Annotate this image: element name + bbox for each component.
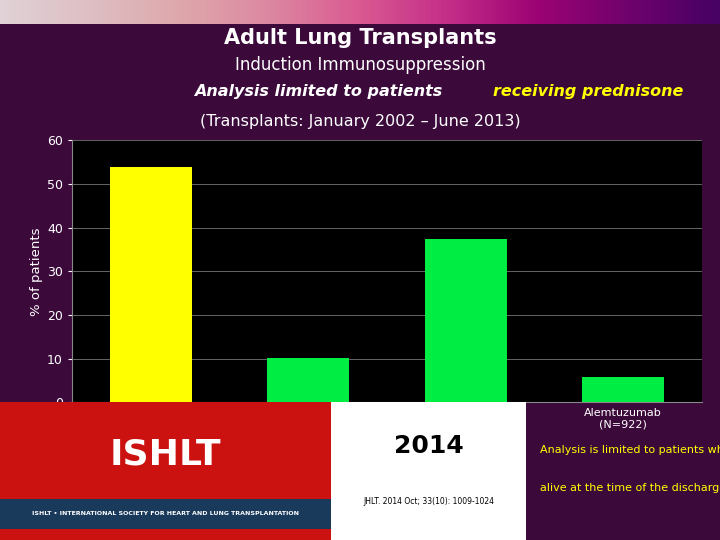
Text: JHLT. 2014 Oct; 33(10): 1009-1024: JHLT. 2014 Oct; 33(10): 1009-1024 bbox=[363, 497, 494, 506]
Y-axis label: % of patients: % of patients bbox=[30, 227, 42, 315]
Text: receiving prednisone: receiving prednisone bbox=[493, 84, 683, 99]
Text: Analysis is limited to patients who were: Analysis is limited to patients who were bbox=[540, 446, 720, 456]
Text: ISHLT • INTERNATIONAL SOCIETY FOR HEART AND LUNG TRANSPLANTATION: ISHLT • INTERNATIONAL SOCIETY FOR HEART … bbox=[32, 511, 299, 516]
Bar bbox=[267, 358, 349, 402]
Bar bbox=[0, 499, 331, 529]
Text: Induction Immunosuppression: Induction Immunosuppression bbox=[235, 56, 485, 74]
Text: Analysis limited to patients: Analysis limited to patients bbox=[194, 84, 449, 99]
Text: Adult Lung Transplants: Adult Lung Transplants bbox=[224, 28, 496, 48]
Text: (Transplants: January 2002 – June 2013): (Transplants: January 2002 – June 2013) bbox=[199, 114, 521, 129]
Bar bbox=[109, 166, 192, 402]
Bar bbox=[425, 239, 507, 402]
Bar bbox=[0, 402, 331, 540]
Bar bbox=[331, 402, 526, 540]
Bar bbox=[582, 377, 664, 402]
Text: alive at the time of the discharge: alive at the time of the discharge bbox=[540, 483, 720, 492]
Text: 2014: 2014 bbox=[394, 434, 463, 458]
Text: ISHLT: ISHLT bbox=[109, 437, 222, 471]
